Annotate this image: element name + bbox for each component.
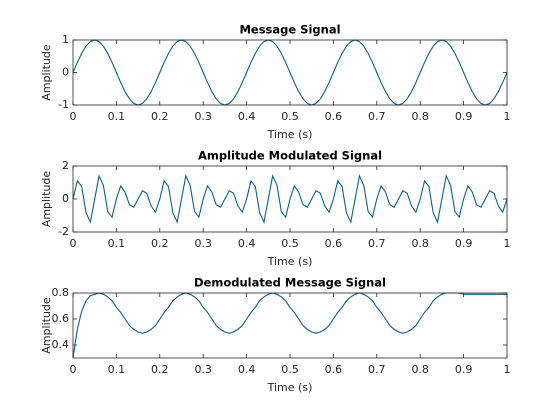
- x-tick-label: 1: [504, 110, 511, 123]
- x-tick-label: 0: [70, 110, 77, 123]
- x-tick-label: 0.3: [194, 237, 212, 250]
- y-tick-label: 0.4: [52, 338, 70, 351]
- y-tick-label: 1: [62, 33, 69, 46]
- x-tick-label: 0.8: [411, 237, 429, 250]
- x-tick-label: 0.2: [151, 237, 169, 250]
- chart-title: Message Signal: [239, 23, 340, 37]
- x-tick-label: 0.2: [151, 110, 169, 123]
- y-tick-label: 0: [62, 192, 69, 205]
- y-axis-label: Amplitude: [40, 171, 53, 228]
- x-tick-label: 0.8: [411, 363, 429, 376]
- x-tick-label: 0.6: [325, 237, 343, 250]
- y-tick-label: -2: [58, 225, 69, 238]
- x-tick-label: 0.5: [281, 363, 299, 376]
- axes-box: [72, 292, 508, 359]
- x-tick-label: 0.9: [455, 237, 473, 250]
- signal-line: [72, 292, 507, 359]
- x-tick-label: 0.9: [455, 110, 473, 123]
- x-tick-label: 0.3: [194, 110, 212, 123]
- x-tick-label: 0.4: [238, 363, 256, 376]
- x-tick-label: 0.6: [325, 363, 343, 376]
- x-tick-label: 0.2: [151, 363, 169, 376]
- y-tick-label: 0: [62, 66, 69, 79]
- x-axis-label: Time (s): [267, 255, 313, 268]
- chart-title: Amplitude Modulated Signal: [198, 149, 382, 163]
- x-tick-label: 0.7: [368, 363, 386, 376]
- x-tick-label: 1: [504, 237, 511, 250]
- chart-title: Demodulated Message Signal: [194, 276, 386, 290]
- x-tick-label: 0.7: [368, 237, 386, 250]
- x-tick-label: 0.1: [108, 237, 126, 250]
- y-tick-label: 0.6: [52, 312, 70, 325]
- x-tick-label: 0.3: [194, 363, 212, 376]
- y-axis-label: Amplitude: [40, 44, 53, 101]
- y-tick-label: 2: [62, 159, 69, 172]
- x-tick-label: 0: [70, 237, 77, 250]
- x-tick-label: 0.9: [455, 363, 473, 376]
- x-tick-label: 1: [504, 363, 511, 376]
- x-tick-label: 0: [70, 363, 77, 376]
- y-axis-label: Amplitude: [40, 297, 53, 354]
- x-tick-label: 0.7: [368, 110, 386, 123]
- y-tick-label: 0.8: [52, 286, 70, 299]
- x-tick-label: 0.1: [108, 363, 126, 376]
- x-tick-label: 0.4: [238, 110, 256, 123]
- axes-box: [72, 165, 508, 233]
- x-tick-label: 0.4: [238, 237, 256, 250]
- signal-line: [72, 39, 508, 106]
- x-tick-label: 0.1: [108, 110, 126, 123]
- axes-box: [72, 39, 508, 106]
- x-tick-label: 0.5: [281, 237, 299, 250]
- x-tick-label: 0.8: [411, 110, 429, 123]
- x-axis-label: Time (s): [267, 381, 313, 394]
- y-tick-label: -1: [58, 98, 69, 111]
- signal-line: [72, 174, 508, 224]
- x-tick-label: 0.5: [281, 110, 299, 123]
- x-tick-label: 0.6: [325, 110, 343, 123]
- x-axis-label: Time (s): [267, 128, 313, 141]
